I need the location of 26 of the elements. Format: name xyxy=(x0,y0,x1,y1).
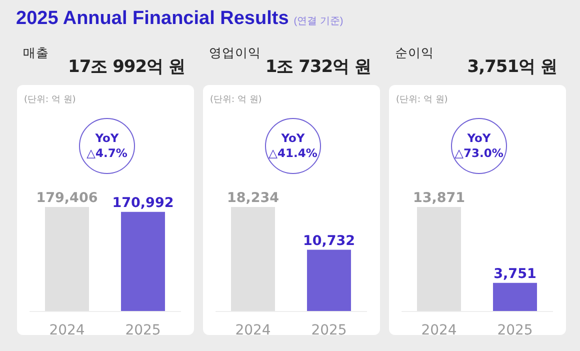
text: (단위: 억 원) xyxy=(396,94,448,106)
data-label: 170,992 xyxy=(112,194,174,211)
data-label: 3,751 xyxy=(494,266,536,282)
text: (단위: 억 원) xyxy=(24,94,76,106)
circle-badge: YoY △73.0% xyxy=(451,118,507,174)
text: 2025 Annual Financial Results xyxy=(16,8,289,29)
x-tick-label: 2025 xyxy=(497,322,533,338)
circle-badge: YoY △4.7% xyxy=(79,118,135,174)
x-tick-label: 2024 xyxy=(49,322,85,338)
x-tick-label: 2025 xyxy=(311,322,347,338)
x-tick-label: 2024 xyxy=(421,322,457,338)
data-label: 13,871 xyxy=(412,190,466,206)
chart-title: 순이익 xyxy=(395,45,434,62)
chart-subtitle: 17조 992억 원 xyxy=(68,56,185,78)
x-tick-label: 2025 xyxy=(125,322,161,338)
x-tick-label: 2024 xyxy=(235,322,271,338)
chart-subtitle: 1조 732억 원 xyxy=(265,56,371,78)
chart-title: 매출 xyxy=(23,45,49,62)
text: (연결 기준) xyxy=(294,16,344,27)
chart-subtitle: 3,751억 원 xyxy=(467,56,557,78)
data-label: 18,234 xyxy=(226,190,280,206)
data-label: 10,732 xyxy=(302,232,356,249)
text: (단위: 억 원) xyxy=(210,94,262,106)
data-label: 179,406 xyxy=(36,190,98,206)
circle-badge: YoY △41.4% xyxy=(265,118,321,174)
chart-title: 영업이익 xyxy=(209,45,261,62)
